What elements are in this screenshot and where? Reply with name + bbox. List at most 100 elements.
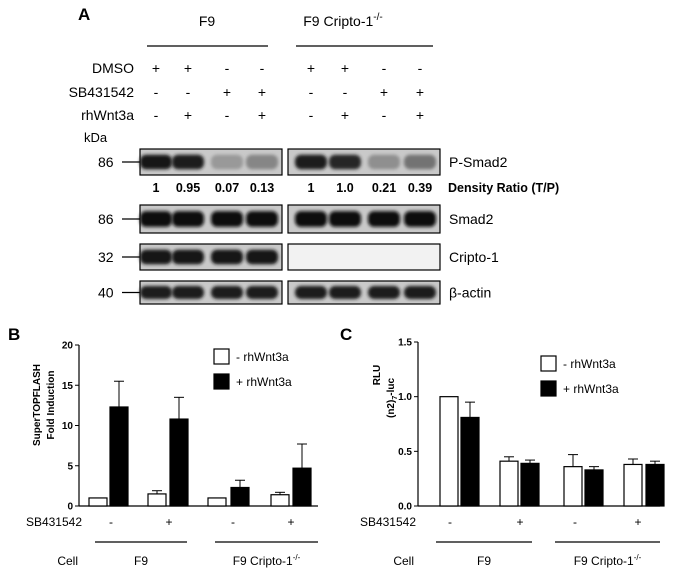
sb-mark: -	[448, 515, 452, 529]
blot-protein-label: Cripto-1	[449, 249, 499, 265]
blot-band	[295, 286, 327, 299]
legend-swatch	[540, 355, 557, 372]
treatment-mark: -	[260, 60, 265, 76]
legend-label: - rhWnt3a	[563, 357, 616, 371]
bar	[563, 466, 583, 507]
c-ylabel-1: RLU	[372, 365, 383, 386]
bar	[520, 462, 540, 507]
kda-value: 86	[98, 211, 114, 227]
y-tick-label: 0.5	[398, 447, 412, 458]
cell-group-label: F9	[134, 554, 148, 568]
treatment-mark: +	[416, 84, 424, 100]
legend-label: - rhWnt3a	[236, 350, 289, 364]
bar	[109, 406, 129, 507]
blot-band	[246, 211, 278, 227]
blot-band	[329, 286, 361, 299]
treatment-mark: +	[152, 60, 160, 76]
blot-band	[172, 211, 204, 227]
treatment-label: SB431542	[69, 84, 135, 100]
bar	[292, 467, 312, 507]
legend-label: + rhWnt3a	[236, 375, 292, 389]
bar	[584, 469, 604, 507]
sb-mark: +	[516, 515, 523, 529]
blot-band	[172, 286, 204, 299]
treatment-mark: -	[382, 107, 387, 123]
bar	[439, 396, 459, 507]
sb-mark: -	[109, 515, 113, 529]
density-ratio-value: 0.39	[408, 181, 432, 195]
treatment-label: rhWnt3a	[81, 107, 134, 123]
legend-swatch	[540, 380, 557, 397]
density-ratio-value: 0.07	[215, 181, 239, 195]
cell-group-label: F9 Cripto-1-/-	[233, 553, 301, 568]
treatment-mark: -	[418, 60, 423, 76]
blot-box	[287, 243, 441, 271]
group-label-ko: F9 Cripto-1-/-	[303, 12, 382, 29]
blot-row: 86 Smad2	[98, 204, 494, 234]
y-tick-label: 1.5	[398, 338, 412, 349]
blot-band	[329, 154, 361, 170]
legend-swatch	[213, 373, 230, 390]
treatment-mark: +	[416, 107, 424, 123]
blot-band	[211, 249, 243, 265]
sb-mark: +	[165, 515, 172, 529]
density-label: Density Ratio (T/P)	[448, 181, 559, 195]
y-tick-label: 1.0	[398, 392, 412, 403]
density-ratio-value: 1.0	[336, 181, 353, 195]
treatment-mark: +	[223, 84, 231, 100]
blot-band	[172, 249, 204, 265]
blot-band	[140, 211, 172, 227]
panel-a: A F9 F9 Cripto-1-/- DMSO + + - - + + - - SB431542…	[69, 5, 560, 305]
bar	[230, 486, 250, 507]
bar	[88, 497, 108, 507]
sb-mark: -	[573, 515, 577, 529]
y-tick-label: 10	[62, 421, 74, 432]
treatment-mark: +	[380, 84, 388, 100]
y-tick-label: 20	[62, 341, 74, 352]
blot-band	[295, 154, 327, 170]
kda-value: 86	[98, 154, 114, 170]
blot-band	[368, 154, 400, 170]
treatment-mark: -	[154, 84, 159, 100]
cell-label: Cell	[393, 554, 414, 568]
b-ylabel-1: SuperTOPFLASH	[32, 364, 43, 446]
blot-protein-label: P-Smad2	[449, 154, 508, 170]
density-ratio-value: 0.21	[372, 181, 396, 195]
density-ratio-value: 0.13	[250, 181, 274, 195]
blot-band	[404, 154, 436, 170]
blot-protein-label: β-actin	[449, 285, 491, 301]
c-ylabel-2: (n2)7-luc	[386, 378, 399, 418]
treatment-mark: +	[341, 107, 349, 123]
treatment-mark: -	[186, 84, 191, 100]
kda-value: 32	[98, 249, 114, 265]
blot-band	[172, 154, 204, 170]
bar	[207, 497, 227, 507]
density-ratio-value: 0.95	[176, 181, 200, 195]
blot-row: 40 β-actin	[98, 280, 491, 305]
panel-b-label: B	[8, 325, 20, 344]
panel-c: C RLU (n2)7-luc 0.0 0.5 1.0 1.5 - rhWnt3a + r…	[340, 325, 665, 568]
treatment-mark: -	[225, 107, 230, 123]
blot-band	[246, 249, 278, 265]
cell-label: Cell	[57, 554, 78, 568]
density-ratio-value: 1	[308, 181, 315, 195]
blot-band	[140, 286, 172, 299]
legend-label: + rhWnt3a	[563, 382, 619, 396]
treatment-mark: +	[307, 60, 315, 76]
sb-label: SB431542	[360, 515, 416, 529]
treatment-mark: +	[258, 84, 266, 100]
blot-band	[368, 286, 400, 299]
treatment-mark: +	[184, 107, 192, 123]
sb-mark: +	[287, 515, 294, 529]
chart-c: 0.0 0.5 1.0 1.5 - rhWnt3a + rhWnt3a SB431542 - +…	[360, 338, 665, 568]
blot-band	[246, 154, 278, 170]
sb-label: SB431542	[26, 515, 82, 529]
blot-band	[295, 211, 327, 227]
blot-band	[211, 211, 243, 227]
kda-label: kDa	[84, 130, 108, 145]
blot-band	[140, 249, 172, 265]
bar	[460, 416, 480, 507]
treatment-mark: -	[225, 60, 230, 76]
density-row: Density Ratio (T/P) 1 0.95 0.07 0.13 1 1.0 0.2…	[153, 181, 560, 195]
